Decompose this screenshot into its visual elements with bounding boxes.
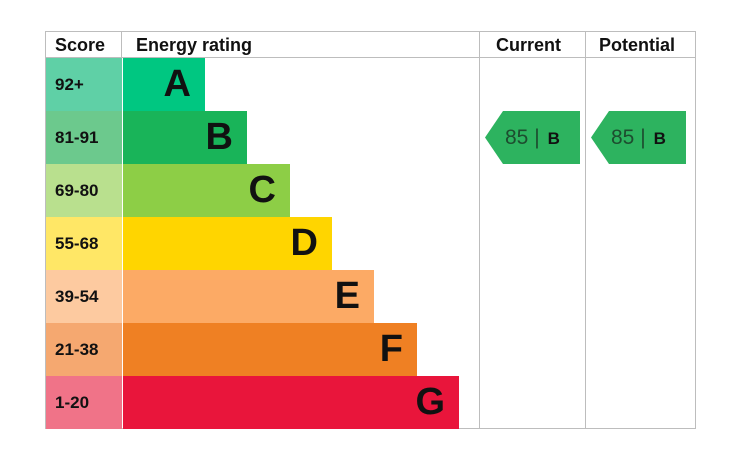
- current-separator: |: [534, 126, 540, 149]
- band-score-range: 1-20: [46, 376, 122, 429]
- band-letter: F: [379, 328, 403, 370]
- band-bar-g: G: [123, 376, 459, 429]
- current-letter: B: [547, 129, 560, 148]
- potential-col-divider: [585, 32, 586, 428]
- band-row-f: 21-38 F: [46, 323, 476, 376]
- current-rating-arrow: 85 | B: [485, 111, 580, 164]
- band-row-d: 55-68 D: [46, 217, 476, 270]
- potential-score: 85: [611, 126, 635, 149]
- score-col-divider: [121, 32, 122, 58]
- band-score-range: 39-54: [46, 270, 122, 323]
- header-divider: [46, 57, 695, 58]
- band-score-range: 21-38: [46, 323, 122, 376]
- header-potential: Potential: [599, 35, 676, 55]
- band-bar-f: F: [123, 323, 417, 376]
- band-letter: E: [334, 275, 360, 317]
- band-row-a: 92+ A: [46, 58, 476, 111]
- band-letter: D: [290, 222, 318, 264]
- band-row-b: 81-91 B: [46, 111, 476, 164]
- band-row-e: 39-54 E: [46, 270, 476, 323]
- band-row-g: 1-20 G: [46, 376, 476, 429]
- header-current: Current: [496, 35, 562, 55]
- band-letter: G: [415, 381, 445, 423]
- band-score-range: 55-68: [46, 217, 122, 270]
- band-letter: A: [163, 63, 191, 105]
- band-bar-c: C: [123, 164, 290, 217]
- energy-rating-table: Score Energy rating Current Potential 92…: [45, 31, 696, 429]
- potential-separator: |: [640, 126, 646, 149]
- current-col-divider: [479, 32, 480, 428]
- current-score: 85: [505, 126, 529, 149]
- header-energy-rating: Energy rating: [136, 35, 253, 55]
- band-score-range: 92+: [46, 58, 122, 111]
- potential-letter: B: [653, 129, 666, 148]
- band-letter: B: [205, 116, 233, 158]
- header-score: Score: [55, 35, 106, 55]
- band-bar-e: E: [123, 270, 374, 323]
- band-bar-d: D: [123, 217, 332, 270]
- band-bar-b: B: [123, 111, 247, 164]
- band-bar-a: A: [123, 58, 205, 111]
- band-score-range: 81-91: [46, 111, 122, 164]
- band-row-c: 69-80 C: [46, 164, 476, 217]
- band-letter: C: [248, 169, 276, 211]
- potential-rating-arrow: 85 | B: [591, 111, 686, 164]
- band-score-range: 69-80: [46, 164, 122, 217]
